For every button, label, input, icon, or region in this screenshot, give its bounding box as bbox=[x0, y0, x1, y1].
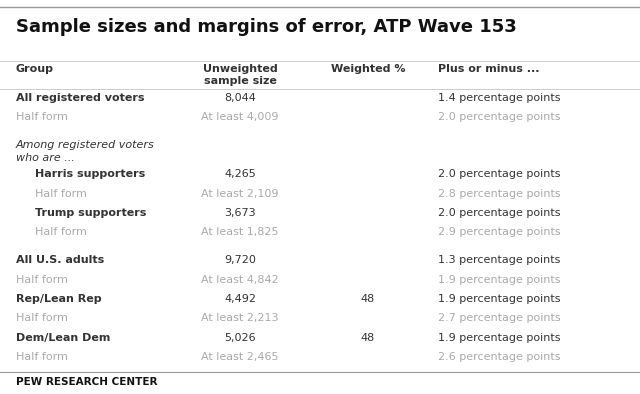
Text: Half form: Half form bbox=[16, 352, 68, 362]
Text: PEW RESEARCH CENTER: PEW RESEARCH CENTER bbox=[16, 377, 157, 387]
Text: At least 2,465: At least 2,465 bbox=[201, 352, 279, 362]
Text: 2.9 percentage points: 2.9 percentage points bbox=[438, 227, 561, 237]
Text: 2.0 percentage points: 2.0 percentage points bbox=[438, 112, 561, 122]
Text: 2.0 percentage points: 2.0 percentage points bbox=[438, 169, 561, 179]
Text: 4,265: 4,265 bbox=[224, 169, 256, 179]
Text: Half form: Half form bbox=[35, 189, 87, 199]
Text: Harris supporters: Harris supporters bbox=[35, 169, 145, 179]
Text: Plus or minus ...: Plus or minus ... bbox=[438, 64, 540, 74]
Text: 1.9 percentage points: 1.9 percentage points bbox=[438, 275, 561, 284]
Text: Rep/Lean Rep: Rep/Lean Rep bbox=[16, 294, 102, 304]
Text: 5,026: 5,026 bbox=[224, 333, 256, 342]
Text: Unweighted
sample size: Unweighted sample size bbox=[203, 64, 277, 86]
Text: 2.8 percentage points: 2.8 percentage points bbox=[438, 189, 561, 199]
Text: Trump supporters: Trump supporters bbox=[35, 208, 147, 218]
Text: 1.3 percentage points: 1.3 percentage points bbox=[438, 255, 561, 265]
Text: 2.7 percentage points: 2.7 percentage points bbox=[438, 313, 561, 323]
Text: 3,673: 3,673 bbox=[224, 208, 256, 218]
Text: 48: 48 bbox=[361, 333, 375, 342]
Text: Group: Group bbox=[16, 64, 54, 74]
Text: Among registered voters
who are ...: Among registered voters who are ... bbox=[16, 140, 155, 163]
Text: Half form: Half form bbox=[16, 112, 68, 122]
Text: Dem/Lean Dem: Dem/Lean Dem bbox=[16, 333, 110, 342]
Text: 8,044: 8,044 bbox=[224, 93, 256, 102]
Text: 9,720: 9,720 bbox=[224, 255, 256, 265]
Text: Half form: Half form bbox=[35, 227, 87, 237]
Text: At least 2,109: At least 2,109 bbox=[201, 189, 279, 199]
Text: Sample sizes and margins of error, ATP Wave 153: Sample sizes and margins of error, ATP W… bbox=[16, 18, 516, 36]
Text: 2.0 percentage points: 2.0 percentage points bbox=[438, 208, 561, 218]
Text: At least 2,213: At least 2,213 bbox=[201, 313, 279, 323]
Text: At least 1,825: At least 1,825 bbox=[201, 227, 279, 237]
Text: At least 4,842: At least 4,842 bbox=[201, 275, 279, 284]
Text: Half form: Half form bbox=[16, 275, 68, 284]
Text: All U.S. adults: All U.S. adults bbox=[16, 255, 104, 265]
Text: 1.4 percentage points: 1.4 percentage points bbox=[438, 93, 561, 102]
Text: 2.6 percentage points: 2.6 percentage points bbox=[438, 352, 561, 362]
Text: All registered voters: All registered voters bbox=[16, 93, 145, 102]
Text: 1.9 percentage points: 1.9 percentage points bbox=[438, 333, 561, 342]
Text: At least 4,009: At least 4,009 bbox=[201, 112, 279, 122]
Text: 48: 48 bbox=[361, 294, 375, 304]
Text: Weighted %: Weighted % bbox=[331, 64, 405, 74]
Text: 1.9 percentage points: 1.9 percentage points bbox=[438, 294, 561, 304]
Text: Half form: Half form bbox=[16, 313, 68, 323]
Text: 4,492: 4,492 bbox=[224, 294, 256, 304]
